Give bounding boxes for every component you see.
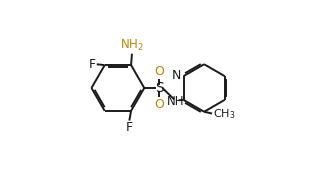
Text: NH: NH bbox=[167, 95, 185, 108]
Text: S: S bbox=[155, 81, 164, 95]
Text: F: F bbox=[126, 121, 133, 134]
Text: NH$_2$: NH$_2$ bbox=[120, 38, 144, 53]
Text: CH$_3$: CH$_3$ bbox=[213, 107, 236, 121]
Text: O: O bbox=[155, 98, 165, 111]
Text: O: O bbox=[155, 65, 165, 78]
Text: F: F bbox=[89, 58, 96, 71]
Text: N: N bbox=[172, 69, 181, 82]
